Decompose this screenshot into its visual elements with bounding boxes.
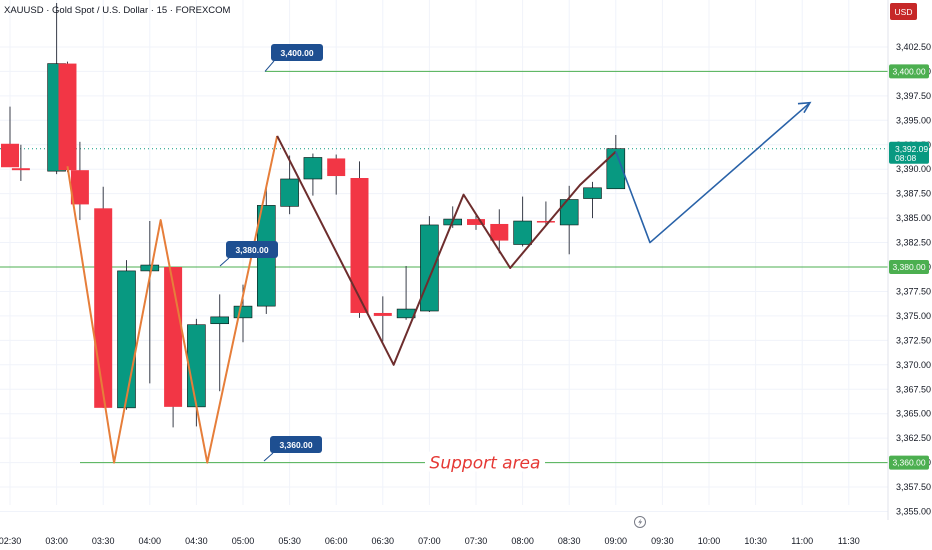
- currency-badge-label: USD: [895, 7, 913, 17]
- level-tag[interactable]: [270, 436, 322, 453]
- lightning-icon[interactable]: [634, 516, 646, 528]
- level-axis-label: 3,380.00: [892, 262, 925, 272]
- currency-badge[interactable]: USD: [890, 3, 917, 20]
- candle-down: [70, 170, 89, 205]
- candle-up: [140, 264, 160, 272]
- level-axis-marker: [889, 455, 929, 470]
- price-tick-label: 3,382.50: [896, 238, 931, 248]
- candle-up: [606, 148, 626, 190]
- current-price-label: 3,392.09: [895, 144, 928, 154]
- price-tick-label: 3,390.00: [896, 164, 931, 174]
- level-tag-label: 3,360.00: [279, 440, 312, 450]
- zigzag-dark[interactable]: [276, 135, 617, 366]
- candle-up: [513, 220, 532, 245]
- candle-down: [536, 221, 555, 223]
- time-tick-label: 05:00: [232, 536, 255, 546]
- time-tick-label: 04:00: [139, 536, 162, 546]
- level-axis-label: 3,400.00: [892, 66, 925, 76]
- level-axis-label: 3,360.00: [892, 458, 925, 468]
- candle-up: [559, 199, 579, 226]
- price-tick-label: 3,377.50: [896, 286, 931, 296]
- time-axis[interactable]: 02:30 03:00 03:30 04:00 04:30 05:00 05:30 06:00…: [0, 536, 860, 546]
- price-tick-label: 3,367.50: [896, 384, 931, 394]
- candle-up: [210, 316, 229, 325]
- price-tick-label: 3,362.50: [896, 433, 931, 443]
- candle-down: [327, 158, 346, 177]
- current-price-marker[interactable]: [889, 141, 929, 164]
- price-tick-label: 3,357.50: [896, 482, 931, 492]
- level-tag-label: 3,400.00: [280, 48, 313, 58]
- time-tick-label: 08:00: [511, 536, 534, 546]
- time-tick-label: 09:30: [651, 536, 674, 546]
- time-tick-label: 03:30: [92, 536, 115, 546]
- level-tag-pointer: [263, 452, 274, 462]
- candle-up: [187, 324, 206, 408]
- level-tag-pointer: [264, 60, 275, 72]
- price-tick-label: 3,397.50: [896, 91, 931, 101]
- candle-down: [58, 63, 77, 171]
- level-axis-marker: [889, 64, 929, 79]
- candle-up: [117, 270, 136, 409]
- level-tag[interactable]: [226, 241, 278, 258]
- candle-down: [467, 219, 485, 225]
- price-axis[interactable]: 3,355.00 3,357.50 3,360.00 3,362.50 3,365.00…: [889, 42, 931, 517]
- price-tick-label: 3,395.00: [896, 115, 931, 125]
- projection-arrowhead[interactable]: [797, 101, 812, 114]
- symbol-title: XAUUSD · Gold Spot / U.S. Dollar · 15 · …: [4, 5, 231, 16]
- time-tick-label: 07:30: [465, 536, 488, 546]
- candle-up: [583, 187, 602, 199]
- countdown-label: 08:08: [895, 153, 917, 163]
- candle-down: [1, 143, 19, 168]
- level-tag-pointer: [219, 257, 230, 267]
- level-tag[interactable]: [271, 44, 323, 61]
- drawings[interactable]: [66, 101, 812, 464]
- horizontal-levels[interactable]: Support area: [0, 70, 888, 474]
- time-tick-label: 05:30: [278, 536, 301, 546]
- candle-down: [11, 168, 30, 171]
- level-axis-marker: [889, 260, 929, 274]
- time-tick-label: 03:00: [45, 536, 68, 546]
- currency-badge-bg: [890, 3, 917, 20]
- price-tick-label: 3,370.00: [896, 360, 931, 370]
- time-tick-label: 07:00: [418, 536, 441, 546]
- time-tick-label: 06:00: [325, 536, 348, 546]
- candle-up: [303, 157, 323, 180]
- level-tags[interactable]: 3,400.00 3,380.00 3,360.00: [219, 44, 323, 462]
- candle-down: [490, 223, 509, 241]
- price-tick-label: 3,375.00: [896, 311, 931, 321]
- candle-down: [94, 208, 113, 408]
- price-tick-label: 3,402.50: [896, 42, 931, 52]
- level-tag-label: 3,380.00: [235, 245, 268, 255]
- time-tick-label: 02:30: [0, 536, 21, 546]
- projection-path[interactable]: [615, 102, 811, 244]
- candle-up: [396, 308, 416, 319]
- price-tick-label: 3,387.50: [896, 189, 931, 199]
- price-tick-label: 3,372.50: [896, 335, 931, 345]
- candle-down: [350, 178, 369, 313]
- zigzag-orange[interactable]: [66, 135, 279, 464]
- price-tick-label: 3,385.00: [896, 213, 931, 223]
- support-label-bg: [425, 451, 545, 472]
- time-tick-label: 09:00: [605, 536, 628, 546]
- support-area-label: Support area: [430, 454, 541, 474]
- candle-up: [280, 178, 299, 207]
- time-tick-label: 10:30: [744, 536, 767, 546]
- time-tick-label: 10:00: [698, 536, 721, 546]
- time-tick-label: 04:30: [185, 536, 208, 546]
- time-tick-label: 11:00: [791, 536, 813, 546]
- time-tick-label: 11:30: [838, 536, 860, 546]
- price-tick-label: 3,355.00: [896, 507, 931, 517]
- time-tick-label: 08:30: [558, 536, 581, 546]
- price-tick-label: 3,365.00: [896, 409, 931, 419]
- candle-down: [164, 267, 183, 407]
- candle-up: [420, 224, 439, 312]
- candle-up: [233, 305, 253, 319]
- candle-down: [373, 312, 392, 316]
- time-tick-label: 06:30: [372, 536, 395, 546]
